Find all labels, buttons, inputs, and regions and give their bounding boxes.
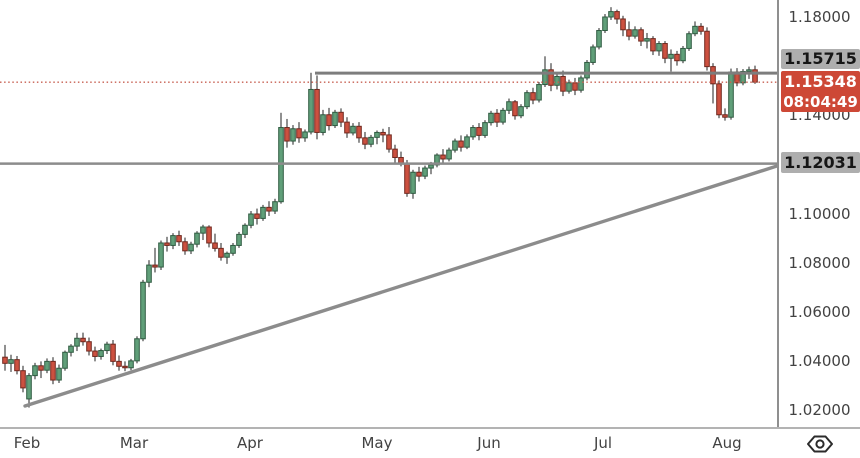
time-axis-label: Jul bbox=[593, 434, 613, 452]
current-price-badge: 1.15348 08:04:49 bbox=[781, 71, 860, 112]
price-level-badge-upper: 1.15715 bbox=[781, 49, 860, 69]
time-axis-label: Mar bbox=[119, 434, 149, 452]
candles-series bbox=[2, 7, 758, 408]
price-axis-label: 1.06000 bbox=[788, 302, 851, 321]
price-axis-label: 1.18000 bbox=[788, 8, 851, 26]
settings-button[interactable] bbox=[806, 434, 834, 454]
chart-canvas[interactable] bbox=[0, 0, 777, 427]
time-axis-label: Feb bbox=[13, 434, 41, 452]
price-axis-label: 1.08000 bbox=[788, 253, 851, 272]
time-axis-label: May bbox=[361, 434, 393, 452]
price-level-badge-lower: 1.12031 bbox=[781, 152, 860, 173]
candle-countdown-timer: 08:04:49 bbox=[783, 93, 858, 111]
price-axis-label: 1.04000 bbox=[788, 351, 851, 370]
trendline-drawing[interactable] bbox=[23, 164, 777, 408]
time-axis-label: Aug bbox=[712, 434, 742, 452]
settings-icon bbox=[807, 435, 833, 453]
time-axis[interactable]: Feb Mar Apr May Jun Jul Aug bbox=[0, 427, 860, 456]
time-axis-label: Jun bbox=[477, 434, 501, 452]
price-axis[interactable]: 1.15715 1.15348 08:04:49 1.12031 1.18000… bbox=[777, 0, 860, 427]
price-axis-label: 1.10000 bbox=[788, 204, 851, 223]
time-axis-label: Apr bbox=[237, 434, 263, 452]
candlestick-chart[interactable] bbox=[0, 0, 777, 427]
current-price-value: 1.15348 bbox=[784, 72, 857, 91]
price-axis-label: 1.02000 bbox=[788, 401, 851, 419]
